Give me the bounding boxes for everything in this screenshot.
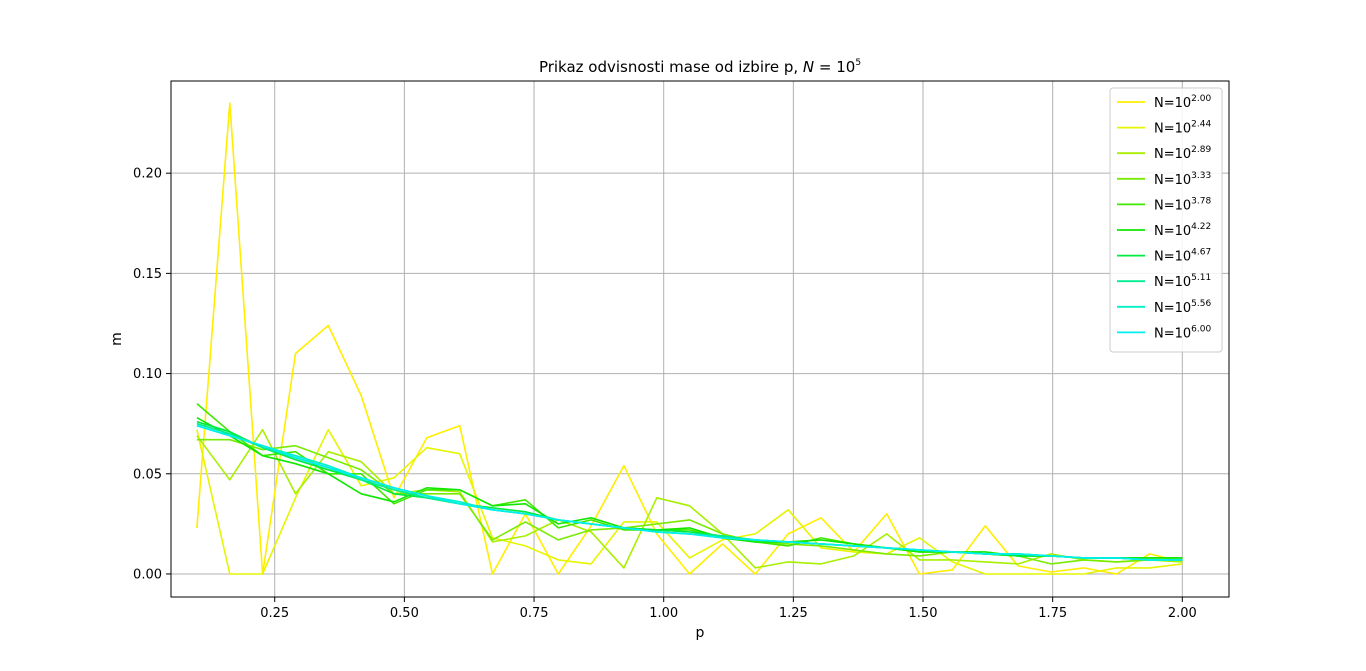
legend-label: N=102.00: [1154, 94, 1211, 111]
legend-label: N=102.44: [1154, 120, 1211, 137]
x-tick-label: 1.00: [649, 606, 678, 621]
title-eq: = 10: [814, 58, 855, 76]
series-line-6-00: [196, 424, 1183, 561]
legend-label: N=104.67: [1154, 248, 1211, 265]
x-tick-label: 2.00: [1168, 606, 1197, 621]
x-tick-label: 0.75: [520, 606, 549, 621]
axis-ticks: 0.25 0.50 0.75 1.00 1.25 1.50 1.75 2.00 0.00 0.05…: [133, 167, 1197, 621]
title-prefix: Prikaz odvisnosti mase od izbire p,: [539, 58, 803, 76]
x-tick-label: 1.75: [1038, 606, 1067, 621]
y-tick-label: 0.00: [133, 567, 162, 582]
x-tick-label: 1.25: [779, 606, 808, 621]
legend-items: N=102.00 N=102.44 N=102.89 N=103.33 N=103.78…: [1117, 94, 1211, 341]
y-tick-label: 0.10: [133, 367, 162, 382]
legend-label: N=104.22: [1154, 222, 1211, 239]
y-axis-label: m: [109, 332, 125, 346]
title-math-n: N: [803, 58, 814, 76]
x-tick-label: 1.50: [909, 606, 938, 621]
legend-label: N=102.89: [1154, 145, 1211, 162]
legend-label: N=105.11: [1154, 273, 1211, 290]
x-tick-label: 0.50: [390, 606, 419, 621]
series-line-2-00: [196, 102, 1183, 575]
x-axis-label: p: [696, 625, 705, 641]
legend-label: N=105.56: [1154, 299, 1211, 316]
legend: N=102.00 N=102.44 N=102.89 N=103.33 N=103.78…: [1109, 87, 1223, 353]
chart-title: Prikaz odvisnosti mase od izbire p, N = …: [539, 58, 861, 76]
title-exponent: 5: [855, 58, 861, 68]
series-lines: [196, 102, 1183, 575]
y-tick-label: 0.05: [133, 467, 162, 482]
y-tick-label: 0.20: [133, 167, 162, 182]
series-line-2-44: [196, 428, 1183, 575]
plot-frame: [170, 80, 1230, 598]
x-tick-label: 0.25: [260, 606, 289, 621]
legend-label: N=106.00: [1154, 324, 1211, 341]
legend-label: N=103.33: [1154, 171, 1211, 188]
y-tick-label: 0.15: [133, 267, 162, 282]
legend-label: N=103.78: [1154, 196, 1211, 213]
series-line-2-89: [196, 428, 1183, 569]
